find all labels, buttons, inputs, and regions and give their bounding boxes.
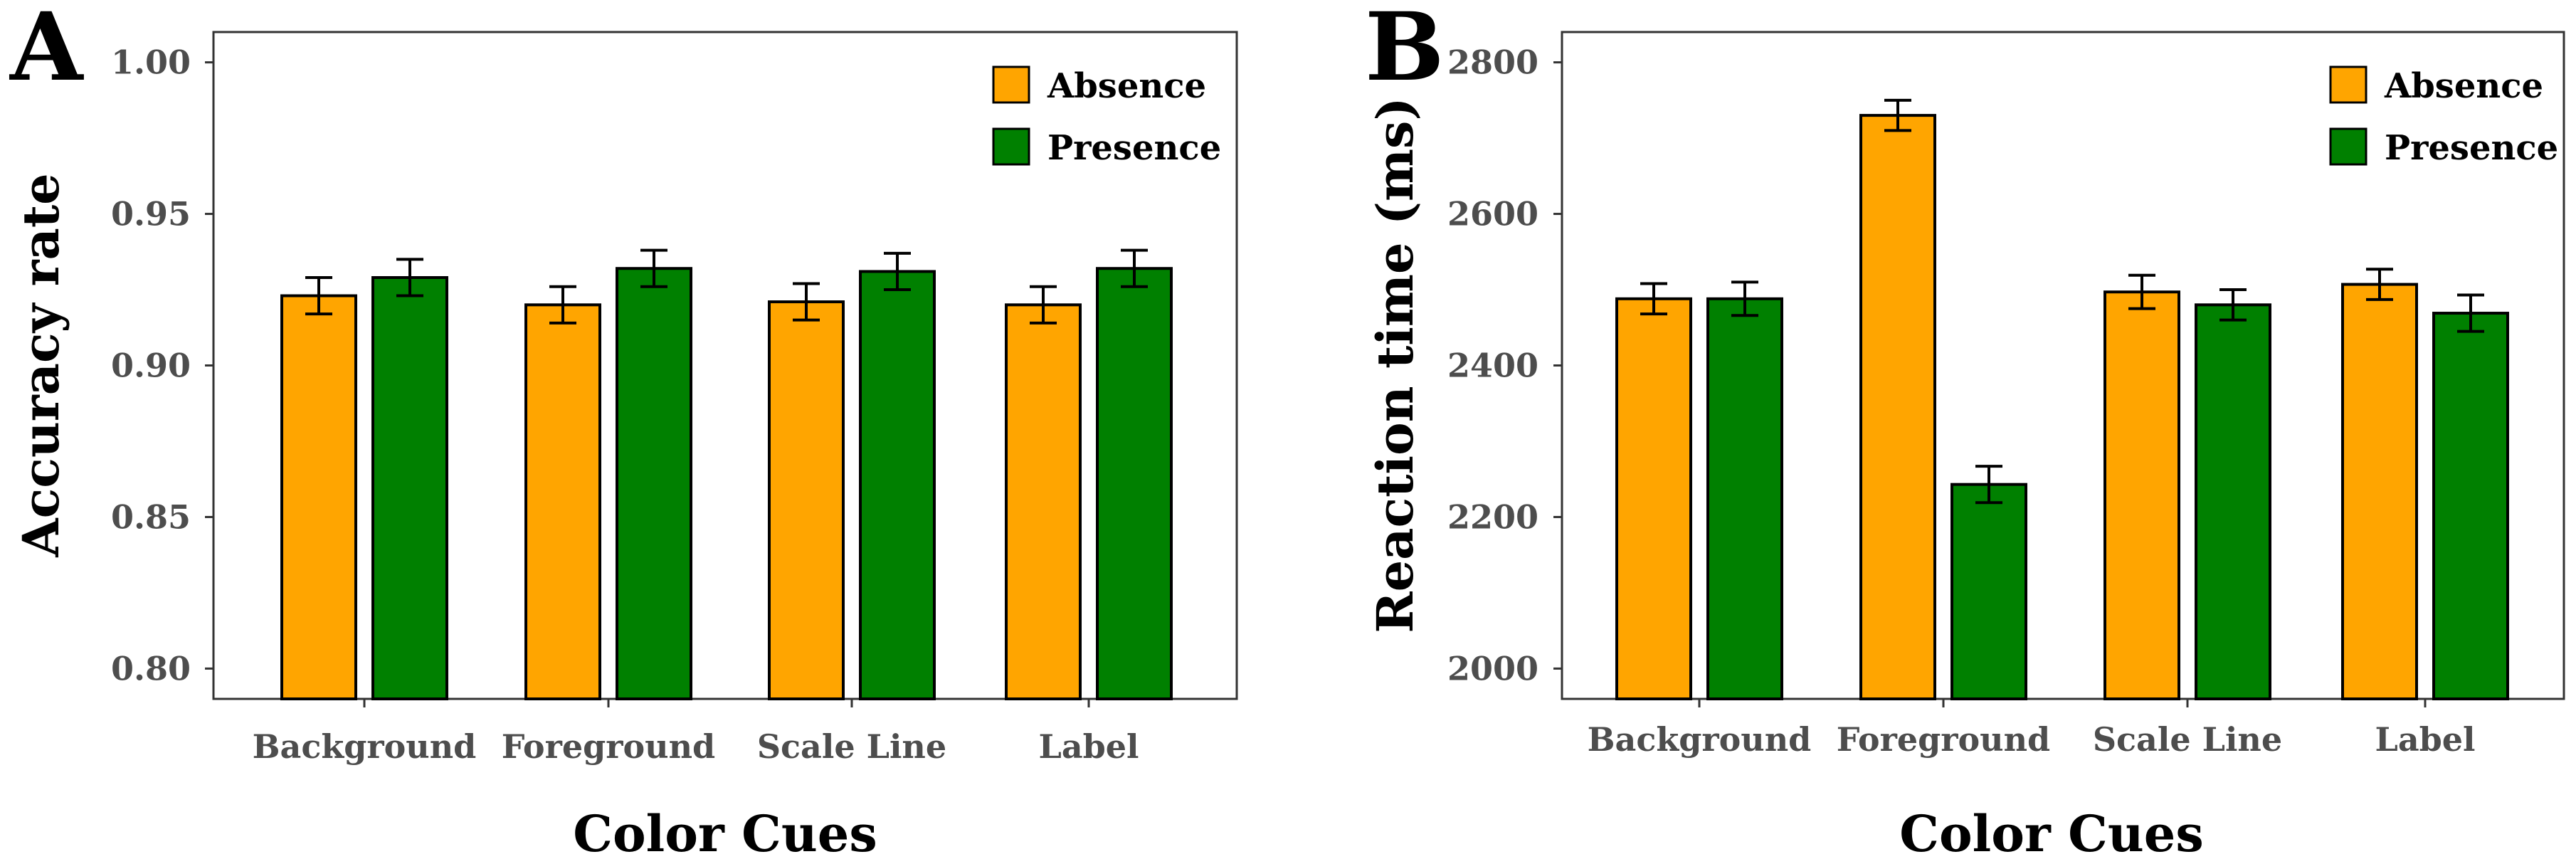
- bar-presence: [2432, 312, 2509, 700]
- y-tick-label: 2000: [1447, 649, 1538, 687]
- legend-a: Absence Presence: [992, 65, 1221, 168]
- bar-absence: [280, 294, 357, 701]
- bar-absence: [2341, 283, 2418, 700]
- y-tick-label: 0.95: [111, 195, 191, 233]
- panel-letter-a: A: [9, 0, 84, 102]
- y-tick-label: 2800: [1447, 43, 1538, 82]
- y-tick-label: 0.90: [111, 347, 191, 385]
- bar-absence: [1005, 303, 1082, 700]
- y-tick-label: 0.85: [111, 497, 191, 536]
- x-tick-label: Foreground: [1837, 720, 2050, 759]
- bar-presence: [616, 267, 692, 700]
- bar-absence: [1615, 297, 1692, 700]
- y-tick-label: 0.80: [111, 649, 191, 687]
- panel-letter-b: B: [1365, 0, 1445, 102]
- x-tick-label: Scale Line: [2093, 720, 2282, 759]
- legend-swatch-presence-a: [992, 127, 1030, 166]
- bar-absence: [1859, 114, 1936, 700]
- bar-presence: [1096, 267, 1173, 700]
- bar-absence: [2103, 290, 2180, 700]
- y-tick-label: 2600: [1447, 195, 1538, 233]
- legend-label-absence-a: Absence: [1047, 66, 1206, 106]
- x-axis-a: Background Foreground Scale Line Label: [253, 699, 1139, 766]
- x-tick-label: Foreground: [502, 727, 715, 766]
- bar-presence: [371, 275, 448, 700]
- bars-a: [280, 248, 1173, 701]
- legend-label-presence-b: Presence: [2385, 128, 2558, 168]
- bar-presence: [1706, 297, 1783, 700]
- y-axis-a: 0.80 0.85 0.90 0.95 1.00: [111, 43, 213, 687]
- legend-label-presence-a: Presence: [1047, 128, 1221, 168]
- y-axis-title-a: Accuracy rate: [11, 173, 70, 557]
- bar-absence: [524, 303, 601, 700]
- x-tick-label: Label: [1038, 727, 1139, 766]
- legend-b: Absence Presence: [2329, 65, 2558, 168]
- legend-label-absence-b: Absence: [2384, 66, 2543, 106]
- bar-presence: [859, 270, 936, 700]
- y-tick-label: 2400: [1447, 347, 1538, 385]
- bars-b: [1615, 98, 2509, 700]
- legend-swatch-absence-a: [992, 65, 1030, 104]
- legend-swatch-absence-b: [2329, 65, 2368, 104]
- y-axis-b: 2000 2200 2400 2600 2800: [1447, 43, 1562, 687]
- x-axis-b: Background Foreground Scale Line Label: [1588, 699, 2476, 759]
- bar-presence: [1951, 483, 2027, 700]
- x-tick-label: Scale Line: [757, 727, 946, 766]
- bar-presence: [2195, 303, 2271, 700]
- legend-swatch-presence-b: [2329, 127, 2368, 166]
- x-axis-title-a: Color Cues: [573, 804, 877, 863]
- y-tick-label: 2200: [1447, 497, 1538, 536]
- x-tick-label: Background: [1588, 720, 1812, 759]
- y-tick-label: 1.00: [111, 43, 191, 82]
- bar-absence: [768, 300, 845, 700]
- panel-a: A 0.80 0.85 0.90 0.95 1.00 Background Foregro…: [9, 0, 1238, 863]
- x-tick-label: Background: [253, 727, 477, 766]
- y-axis-title-b: Reaction time (ms): [1366, 97, 1425, 633]
- x-axis-title-b: Color Cues: [1899, 804, 2204, 863]
- x-tick-label: Label: [2375, 720, 2475, 759]
- panel-b: B 2000 2200 2400 2600 2800 Background Foregro…: [1365, 0, 2565, 863]
